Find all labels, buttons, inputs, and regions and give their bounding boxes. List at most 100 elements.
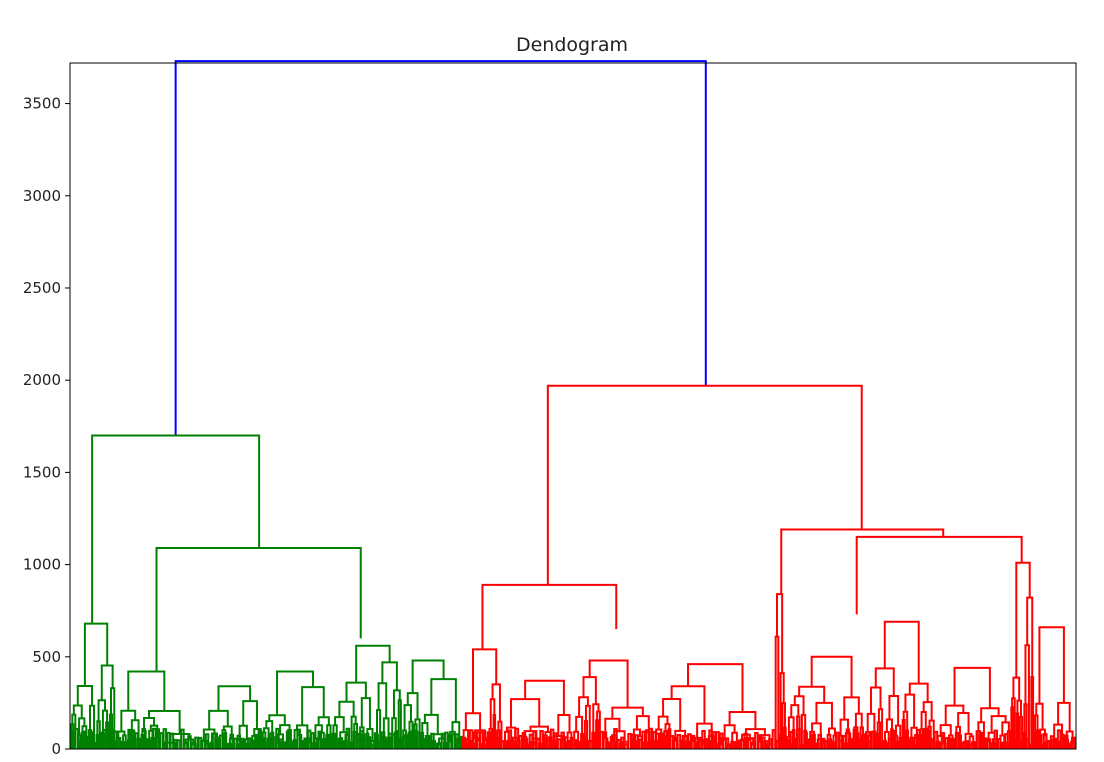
dendrogram-link xyxy=(83,622,109,686)
dendrogram-link xyxy=(744,728,766,736)
dendrogram-leaf-link xyxy=(722,738,727,749)
dendrogram-leaf-link xyxy=(313,743,319,749)
dendrogram-leaf-link xyxy=(306,729,312,749)
dendrogram-link xyxy=(471,648,498,714)
dendrogram-leaf-link xyxy=(1007,742,1013,749)
dendrogram-leaf-link xyxy=(95,743,101,749)
dendrogram-leaf-link xyxy=(166,731,171,749)
dendrogram-leaf-link xyxy=(74,728,80,749)
dendrogram-leaf-link xyxy=(183,742,189,749)
dendrogram-link xyxy=(276,670,314,716)
dendrogram-leaf-link xyxy=(370,744,375,749)
dendrogram-leaf-link xyxy=(451,733,456,749)
dendrogram-leaf-link xyxy=(887,737,893,749)
dendrogram-leaf-link xyxy=(556,738,562,749)
dendrogram-leaf-link xyxy=(352,731,358,749)
dendrogram-leaf-link xyxy=(405,734,411,749)
dendrogram-leaf-link xyxy=(792,737,798,749)
dendrogram-leaf-link xyxy=(989,742,995,749)
dendrogram-link xyxy=(827,727,836,736)
dendrogram-leaf-link xyxy=(718,732,724,749)
dendrogram-leaf-link xyxy=(585,739,590,749)
dendrogram-leaf-link xyxy=(870,730,875,749)
dendrogram-leaf-link xyxy=(176,739,182,749)
dendrogram-leaf-link xyxy=(232,737,238,749)
dendrogram-leaf-link xyxy=(972,742,977,749)
dendrogram-leaf-link xyxy=(85,739,90,749)
dendrogram-leaf-link xyxy=(106,735,111,749)
dendrogram-link xyxy=(1011,697,1016,749)
dendrogram-leaf-link xyxy=(761,736,766,749)
dendrogram-link xyxy=(317,716,330,726)
dendrogram-leaf-link xyxy=(120,741,125,749)
dendrogram-link xyxy=(148,710,181,735)
dendrogram-leaf-link xyxy=(997,738,1002,749)
dendrogram-link xyxy=(883,620,920,684)
dendrogram-leaf-link xyxy=(775,739,780,749)
dendrogram-leaf-link xyxy=(578,742,583,749)
dendrogram-leaf-link xyxy=(764,740,770,749)
dendrogram-leaf-link xyxy=(1053,737,1058,749)
dendrogram-link xyxy=(774,635,780,749)
dendrogram-leaf-link xyxy=(637,738,643,749)
dendrogram-leaf-link xyxy=(933,730,939,749)
y-tick-label: 1000 xyxy=(23,556,61,574)
dendrogram-link xyxy=(1030,676,1035,749)
dendrogram-leaf-link xyxy=(1035,729,1041,749)
dendrogram-leaf-link xyxy=(497,737,502,749)
dendrogram-leaf-link xyxy=(747,738,752,749)
dendrogram-leaf-link xyxy=(961,742,967,749)
dendrogram-leaf-link xyxy=(810,733,815,749)
dendrogram-link xyxy=(874,667,895,696)
plot-frame xyxy=(69,62,1077,750)
dendrogram-leaf-link xyxy=(433,744,439,749)
dendrogram-leaf-link xyxy=(363,738,368,749)
dendrogram-leaf-link xyxy=(926,729,932,749)
dendrogram-link xyxy=(411,659,445,694)
dendrogram-leaf-link xyxy=(102,728,108,749)
dendrogram-leaf-link xyxy=(630,733,636,749)
dendrogram-leaf-link xyxy=(690,734,696,749)
dendrogram-leaf-link xyxy=(225,742,231,749)
dendrogram-link xyxy=(497,720,503,749)
dendrogram-leaf-link xyxy=(250,739,256,749)
y-tick-label: 0 xyxy=(51,740,61,758)
dendrogram-leaf-link xyxy=(930,739,935,749)
dendrogram-leaf-link xyxy=(736,739,741,749)
dendrogram-leaf-link xyxy=(468,729,474,749)
dendrogram-link xyxy=(1012,676,1021,701)
dendrogram-link xyxy=(723,724,736,739)
dendrogram-leaf-link xyxy=(349,741,354,749)
dendrogram-leaf-link xyxy=(750,742,756,749)
dendrogram-leaf-link xyxy=(803,731,808,749)
dendrogram-leaf-link xyxy=(222,737,227,749)
dendrogram-link xyxy=(279,724,291,735)
dendrogram-link xyxy=(575,715,584,734)
dendrogram-link xyxy=(100,664,114,701)
dendrogram-leaf-link xyxy=(866,740,872,749)
dendrogram-leaf-link xyxy=(194,736,199,749)
dendrogram-leaf-link xyxy=(873,737,879,749)
dendrogram-leaf-link xyxy=(634,734,639,749)
dendrogram-link xyxy=(543,734,548,744)
dendrogram-leaf-link xyxy=(894,740,900,749)
dendrogram-major-link xyxy=(481,583,618,650)
dendrogram-leaf-link xyxy=(127,728,132,749)
dendrogram-leaf-link xyxy=(1000,742,1006,749)
dendrogram-leaf-link xyxy=(676,733,682,749)
dendrogram-link xyxy=(377,682,388,719)
dendrogram-leaf-link xyxy=(366,736,372,749)
dendrogram-leaf-link xyxy=(454,733,460,749)
dendrogram-leaf-link xyxy=(1014,739,1020,749)
dendrogram-link xyxy=(217,685,252,711)
dendrogram-leaf-link xyxy=(1025,738,1030,749)
dendrogram-leaf-link xyxy=(264,741,270,749)
dendrogram-leaf-link xyxy=(380,731,386,749)
dendrogram-leaf-link xyxy=(993,729,999,749)
dendrogram-leaf-link xyxy=(423,738,428,749)
dendrogram-leaf-link xyxy=(982,737,988,749)
dendrogram-link xyxy=(854,712,863,728)
dendrogram-leaf-link xyxy=(275,727,280,749)
dendrogram-leaf-link xyxy=(641,730,646,749)
dendrogram-leaf-link xyxy=(701,729,706,749)
